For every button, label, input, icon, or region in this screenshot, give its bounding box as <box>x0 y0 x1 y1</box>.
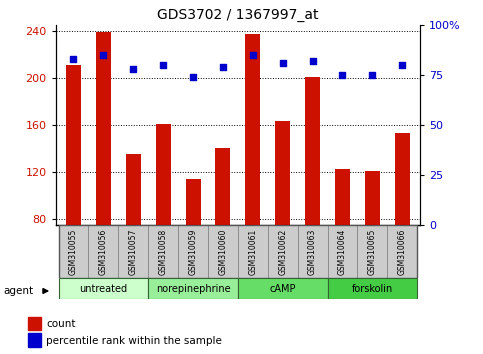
Point <box>249 52 256 58</box>
Bar <box>58 278 148 299</box>
Text: count: count <box>46 319 75 329</box>
Bar <box>245 34 260 313</box>
Text: untreated: untreated <box>79 284 128 293</box>
Bar <box>238 225 268 278</box>
Text: GSM310062: GSM310062 <box>278 229 287 275</box>
Text: GSM310066: GSM310066 <box>398 228 407 275</box>
Point <box>398 62 406 68</box>
Bar <box>156 124 170 313</box>
Text: GSM310056: GSM310056 <box>99 228 108 275</box>
Point <box>129 66 137 72</box>
Title: GDS3702 / 1367997_at: GDS3702 / 1367997_at <box>157 8 319 22</box>
Point <box>70 56 77 62</box>
Bar <box>357 225 387 278</box>
Bar <box>185 179 200 313</box>
Bar <box>88 225 118 278</box>
Text: GSM310061: GSM310061 <box>248 229 257 275</box>
Point <box>159 62 167 68</box>
Text: GSM310055: GSM310055 <box>69 228 78 275</box>
Text: GSM310065: GSM310065 <box>368 228 377 275</box>
Bar <box>148 225 178 278</box>
Bar <box>28 333 41 347</box>
Text: GSM310064: GSM310064 <box>338 228 347 275</box>
Bar <box>238 278 327 299</box>
Text: GSM310058: GSM310058 <box>158 229 168 275</box>
Point <box>279 60 286 65</box>
Bar <box>327 225 357 278</box>
Bar <box>275 121 290 313</box>
Bar <box>305 76 320 313</box>
Bar <box>148 278 238 299</box>
Text: GSM310059: GSM310059 <box>188 228 198 275</box>
Point <box>339 72 346 78</box>
Bar <box>335 170 350 313</box>
Text: GSM310063: GSM310063 <box>308 228 317 275</box>
Bar <box>208 225 238 278</box>
Point <box>99 52 107 58</box>
Bar <box>58 225 88 278</box>
Bar <box>28 317 41 330</box>
Bar <box>66 65 81 313</box>
Bar <box>327 278 417 299</box>
Bar <box>178 225 208 278</box>
Text: GSM310057: GSM310057 <box>129 228 138 275</box>
Point <box>189 74 197 80</box>
Bar <box>365 171 380 313</box>
Bar <box>395 133 410 313</box>
Text: forskolin: forskolin <box>352 284 393 293</box>
Text: GSM310060: GSM310060 <box>218 228 227 275</box>
Bar <box>268 225 298 278</box>
Bar <box>298 225 327 278</box>
Point <box>369 72 376 78</box>
Bar <box>215 148 230 313</box>
Text: agent: agent <box>4 286 34 296</box>
Text: norepinephrine: norepinephrine <box>156 284 230 293</box>
Bar <box>126 154 141 313</box>
Point <box>309 58 316 64</box>
Text: percentile rank within the sample: percentile rank within the sample <box>46 336 222 346</box>
Bar <box>387 225 417 278</box>
Text: cAMP: cAMP <box>270 284 296 293</box>
Point <box>219 64 227 70</box>
Bar <box>96 32 111 313</box>
Bar <box>118 225 148 278</box>
